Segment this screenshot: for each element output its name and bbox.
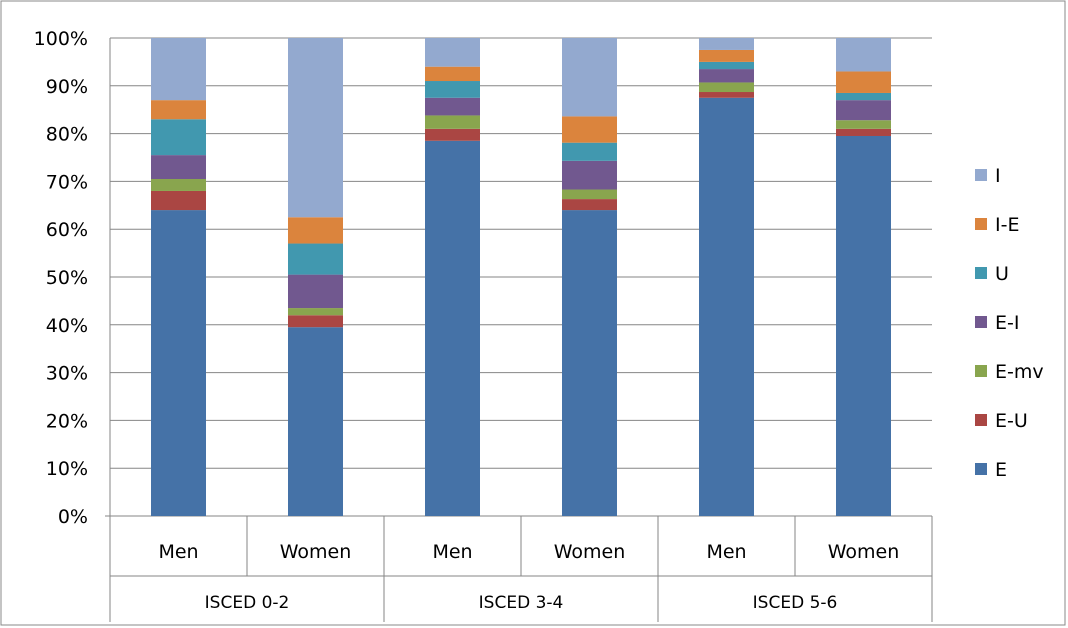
x-group-label: ISCED 5-6 [753,593,838,613]
legend-swatch-e-u [975,414,987,426]
legend-label: E-mv [995,361,1044,383]
legend-swatch-i-e [975,218,987,230]
bar-segment-i-e [288,217,343,244]
legend-label: E [995,459,1007,481]
bar-segment-i [836,38,891,72]
bar-segment-i [425,38,480,67]
legend-label: E-I [995,312,1019,334]
bar-segment-e-u [288,315,343,328]
bar-segment-e-mv [836,120,891,129]
legend: I I-E U E-I E-mv E-U E [975,165,1044,481]
bar-segment-e-mv [562,189,617,200]
bar-segment-e-mv [288,308,343,316]
bar-segment-e-mv [151,179,206,191]
x-group-label: ISCED 3-4 [479,593,564,613]
y-axis-tick-labels: 0% 10% 20% 30% 40% 50% 60% 70% 80% 90% 100% [34,28,88,528]
bar-segment-e-u [562,199,617,211]
bar-segment-e [836,135,891,517]
x-axis: Men Women Men Women Men Women ISCED 0-2 ISCED 3… [105,38,933,622]
bar-segment-e [288,327,343,516]
x-group-label: ISCED 0-2 [205,593,290,613]
bar-segment-e-i [425,97,480,116]
bar-segment-e-i [288,274,343,309]
legend-label: I-E [995,214,1019,236]
bar-segment-e [699,97,754,516]
bar-segment-e-mv [425,115,480,129]
bars [151,38,891,517]
y-tick-label: 50% [46,267,88,289]
bar-segment-e-i [699,69,754,83]
y-tick-label: 100% [34,28,88,50]
bar-segment-e-u [836,128,891,136]
bar-segment-i [288,38,343,218]
bar-segment-u [699,61,754,70]
legend-swatch-e-mv [975,365,987,377]
x-category-label: Women [554,541,626,563]
y-tick-label: 20% [46,410,88,432]
bar-segment-i [562,38,617,117]
legend-swatch-i [975,169,987,181]
bar-segment-i [151,38,206,101]
y-tick-label: 10% [46,458,88,480]
bar-segment-e-i [836,100,891,121]
y-tick-label: 80% [46,124,88,146]
bar-segment-i-e [699,49,754,62]
bar-segment-u [836,92,891,101]
legend-label: U [995,263,1009,285]
bar-segment-e-u [699,92,754,98]
bar-segment-e [151,210,206,516]
x-category-label: Men [706,541,746,563]
y-tick-label: 60% [46,219,88,241]
bar-segment-e [562,210,617,516]
bar-segment-i [699,38,754,50]
bar-segment-u [288,243,343,275]
legend-swatch-e-i [975,316,987,328]
legend-label: E-U [995,410,1028,432]
legend-swatch-u [975,267,987,279]
y-tick-label: 30% [46,363,88,385]
y-tick-label: 70% [46,171,88,193]
bar-segment-e-i [562,160,617,190]
bar-segment-u [425,81,480,98]
bar-segment-i-e [562,116,617,143]
y-tick-label: 40% [46,315,88,337]
x-category-label: Men [432,541,472,563]
bar-segment-e-u [425,128,480,141]
bar-segment-i-e [151,100,206,120]
y-tick-label: 0% [58,506,88,528]
bar-segment-e-i [151,155,206,180]
bar-segment-e [425,140,480,516]
bar-segment-e-u [151,190,206,211]
bar-segment-i-e [425,66,480,82]
x-category-label: Women [280,541,352,563]
x-category-label: Men [158,541,198,563]
bar-segment-u [151,119,206,156]
bar-segment-e-mv [699,82,754,93]
y-tick-label: 90% [46,76,88,98]
x-category-label: Women [828,541,900,563]
legend-swatch-e [975,463,987,475]
bar-segment-i-e [836,71,891,93]
bar-segment-u [562,142,617,161]
legend-label: I [995,165,1001,187]
